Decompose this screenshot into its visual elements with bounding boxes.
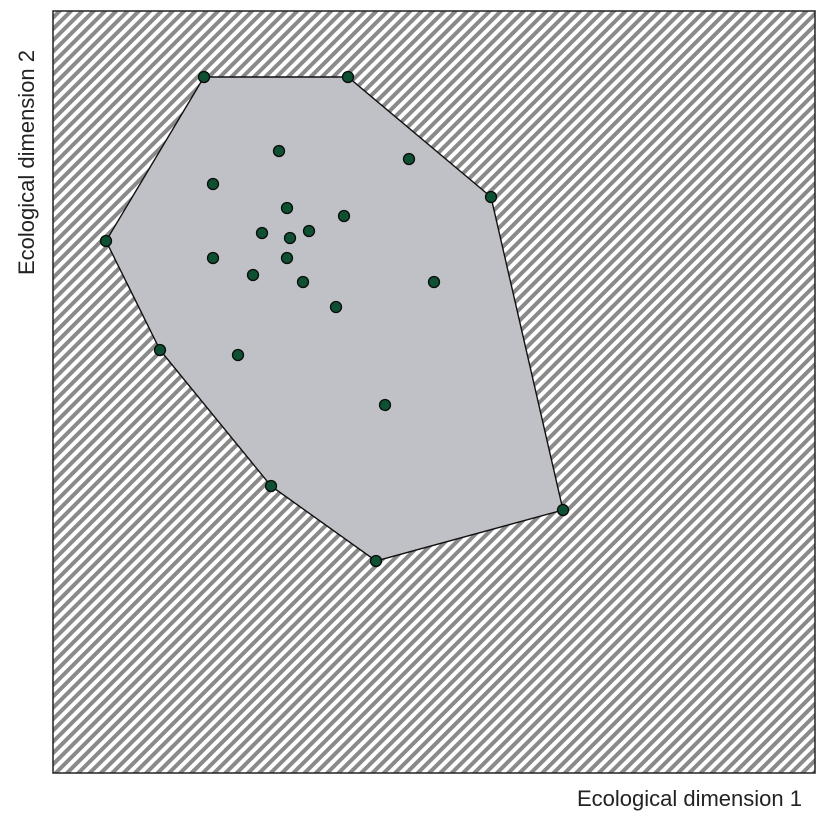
interior-point: [337, 209, 351, 223]
interior-point: [302, 224, 316, 238]
interior-point: [231, 348, 245, 362]
plot-frame: [52, 10, 816, 774]
interior-point: [283, 231, 297, 245]
hull-vertex-point: [264, 479, 278, 493]
interior-point: [427, 275, 441, 289]
interior-point: [280, 251, 294, 265]
interior-point: [206, 251, 220, 265]
interior-point: [206, 177, 220, 191]
interior-point: [378, 398, 392, 412]
interior-point: [272, 144, 286, 158]
interior-point: [402, 152, 416, 166]
interior-point: [329, 300, 343, 314]
hull-vertex-point: [369, 554, 383, 568]
interior-point: [246, 268, 260, 282]
hull-vertex-point: [153, 343, 167, 357]
hull-vertex-point: [341, 70, 355, 84]
hull-vertex-point: [484, 190, 498, 204]
interior-point: [255, 226, 269, 240]
hull-vertex-point: [556, 503, 570, 517]
y-axis-label: Ecological dimension 2: [14, 49, 39, 275]
interior-point: [296, 275, 310, 289]
hull-vertex-point: [99, 234, 113, 248]
interior-point: [280, 201, 294, 215]
x-axis-label: Ecological dimension 1: [576, 786, 802, 811]
points-layer: [99, 70, 570, 568]
hull-vertex-point: [197, 70, 211, 84]
